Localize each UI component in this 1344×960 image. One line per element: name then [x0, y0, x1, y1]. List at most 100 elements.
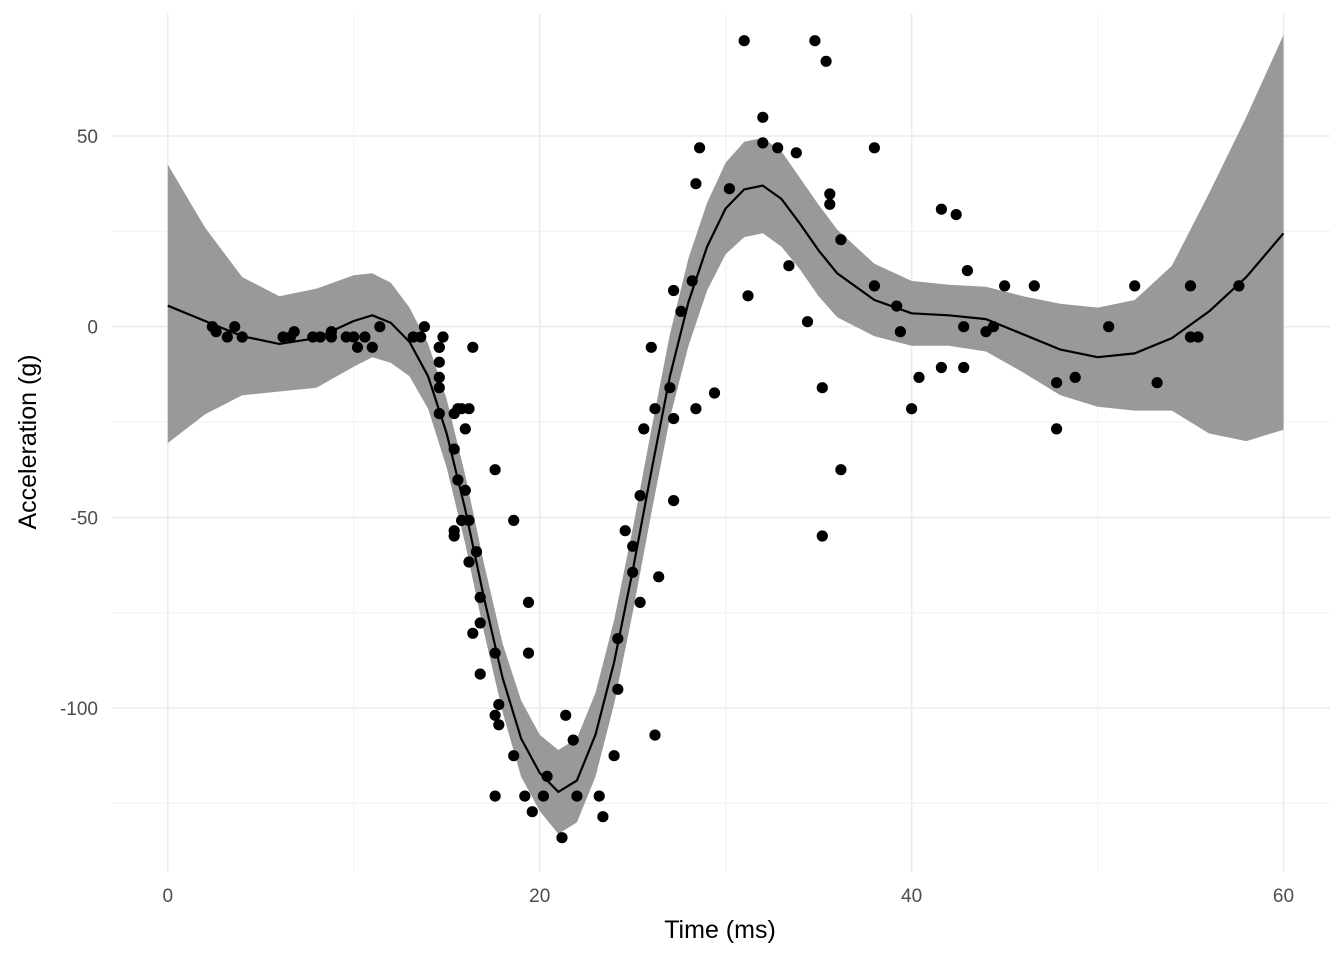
- data-point: [668, 284, 680, 297]
- data-point: [1028, 280, 1040, 292]
- data-point: [627, 566, 639, 578]
- data-point: [816, 382, 828, 394]
- data-point: [229, 321, 241, 333]
- data-point: [508, 750, 520, 762]
- data-point: [790, 147, 802, 159]
- data-point: [1129, 280, 1141, 292]
- data-point: [448, 443, 460, 455]
- data-point: [236, 331, 248, 343]
- data-point: [519, 790, 531, 802]
- data-point: [418, 321, 430, 333]
- data-point: [571, 790, 583, 802]
- data-point: [694, 142, 706, 154]
- data-point: [508, 514, 520, 527]
- data-point: [459, 423, 471, 435]
- data-point: [221, 331, 233, 343]
- data-point: [935, 361, 948, 374]
- data-point: [835, 464, 847, 476]
- data-point: [627, 540, 639, 552]
- data-point: [556, 832, 568, 844]
- x-tick-label: 20: [529, 886, 550, 907]
- y-axis-title: Acceleration (g): [14, 354, 42, 529]
- data-point: [433, 341, 445, 353]
- data-point: [935, 203, 948, 215]
- data-point: [448, 530, 460, 542]
- data-point: [1051, 377, 1063, 389]
- data-point: [824, 198, 836, 210]
- x-tick-label: 0: [163, 886, 174, 907]
- data-point: [757, 111, 769, 123]
- y-tick-label: -100: [60, 699, 98, 720]
- data-point: [474, 668, 486, 680]
- data-point: [210, 326, 222, 338]
- data-point: [634, 596, 646, 609]
- data-point: [351, 341, 364, 353]
- data-point: [493, 699, 505, 711]
- data-point: [1151, 377, 1163, 389]
- data-point: [653, 571, 665, 583]
- data-point: [374, 321, 386, 333]
- data-point: [1192, 331, 1204, 343]
- data-point: [913, 371, 925, 383]
- data-point: [474, 617, 486, 629]
- data-point: [612, 633, 624, 645]
- data-point: [816, 530, 828, 542]
- data-point: [608, 750, 620, 762]
- data-point: [708, 387, 721, 399]
- data-point: [999, 280, 1011, 292]
- x-axis-title: Time (ms): [664, 916, 776, 944]
- data-point: [433, 382, 445, 394]
- data-point: [560, 709, 572, 721]
- data-point: [820, 55, 832, 67]
- x-tick-label: 40: [901, 886, 922, 907]
- data-point: [474, 591, 486, 604]
- data-point: [325, 331, 337, 343]
- data-point: [738, 35, 750, 47]
- minor-gridlines: [112, 14, 1330, 872]
- data-point: [452, 474, 464, 486]
- confidence-band-layer: [167, 35, 1284, 834]
- smooth-line-layer: [167, 184, 1285, 794]
- data-point: [891, 300, 903, 312]
- data-point: [824, 188, 836, 200]
- data-point: [537, 790, 550, 802]
- data-point: [288, 326, 300, 338]
- data-point: [690, 178, 702, 190]
- data-point: [593, 790, 605, 802]
- y-axis-tick-labels: -100 -50 0 50: [60, 127, 98, 720]
- data-point: [612, 683, 624, 695]
- data-point: [415, 331, 427, 343]
- confidence-band: [167, 35, 1284, 834]
- data-point: [1103, 321, 1115, 333]
- data-point: [961, 265, 974, 277]
- data-point: [526, 806, 538, 818]
- data-point: [463, 514, 475, 527]
- data-point: [489, 709, 501, 721]
- data-point: [541, 770, 553, 782]
- data-point: [649, 729, 661, 741]
- data-point: [757, 137, 769, 149]
- x-axis-tick-labels: 0 20 40 60: [163, 886, 1295, 907]
- data-point: [675, 305, 687, 317]
- data-point: [597, 811, 609, 823]
- data-point: [868, 280, 881, 292]
- data-point: [489, 790, 501, 802]
- data-point: [489, 464, 501, 476]
- data-point: [467, 341, 479, 353]
- data-point: [894, 326, 907, 338]
- data-point: [459, 484, 471, 496]
- data-point: [470, 546, 483, 558]
- y-tick-label: -50: [71, 508, 98, 529]
- data-point: [366, 341, 378, 353]
- data-point: [868, 142, 881, 154]
- x-tick-label: 60: [1273, 886, 1294, 907]
- major-gridlines: [112, 14, 1330, 872]
- y-tick-label: 0: [87, 318, 98, 339]
- data-point: [690, 403, 702, 415]
- data-point: [638, 423, 650, 435]
- data-point: [1184, 280, 1197, 292]
- data-point: [906, 403, 918, 415]
- data-point: [835, 234, 847, 246]
- data-point: [772, 142, 784, 154]
- data-point: [634, 490, 646, 502]
